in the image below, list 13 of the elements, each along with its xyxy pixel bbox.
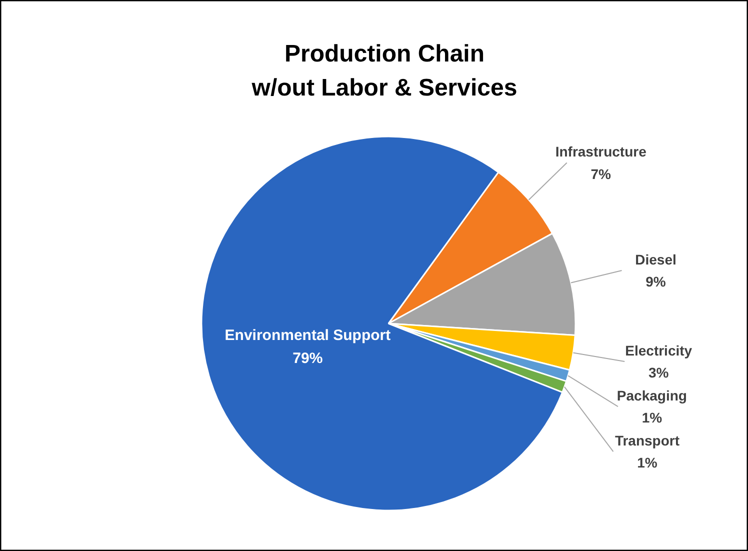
data-label: 79% [292,350,323,367]
slice-label: Diesel [635,251,676,268]
data-label: 1% [642,410,663,426]
data-label: 7% [590,166,612,182]
slice-label: Electricity [625,342,692,358]
data-label: 3% [648,364,670,381]
slice-label: Infrastructure [555,144,647,160]
chart-title: Production Chain w/out Labor & Services [250,40,518,102]
slice-label: Packaging [616,387,687,404]
data-label: 9% [646,274,666,290]
slice-label: Environmental Support [224,327,391,344]
slice-label: Transport [614,432,680,448]
data-label: 1% [637,454,658,471]
